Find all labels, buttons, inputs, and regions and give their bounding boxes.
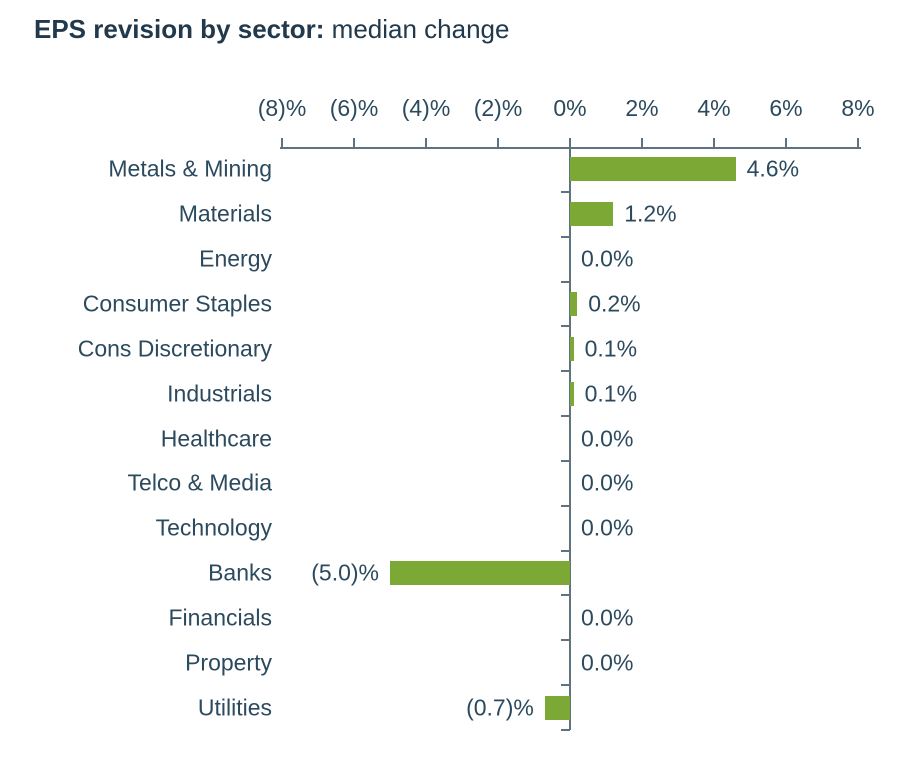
row-boundary-tick: [561, 325, 570, 328]
category-label: Utilities: [197, 694, 272, 721]
x-axis-tick: [497, 138, 499, 147]
value-label: 4.6%: [746, 155, 800, 182]
category-label: Industrials: [167, 380, 272, 407]
row-boundary-tick: [561, 190, 570, 193]
x-axis-tick-label: 4%: [697, 95, 731, 121]
x-axis-tick: [641, 138, 643, 147]
category-label: Materials: [178, 200, 272, 227]
x-axis-tick-label: (8)%: [257, 95, 307, 121]
row-boundary-tick: [561, 280, 570, 283]
category-label: Telco & Media: [127, 469, 272, 496]
x-axis-tick-label: 2%: [625, 95, 659, 121]
category-label: Cons Discretionary: [77, 335, 272, 362]
row-boundary-tick: [561, 594, 570, 597]
value-label: 0.2%: [588, 290, 641, 317]
row-boundary-tick: [561, 459, 570, 462]
bar: [570, 157, 736, 182]
bar: [390, 561, 570, 586]
x-axis-tick: [569, 138, 571, 147]
value-label: 0.0%: [581, 245, 634, 272]
row-boundary-tick: [561, 370, 570, 373]
x-axis-tick: [785, 138, 787, 147]
x-axis-tick: [857, 138, 859, 147]
x-axis-tick-label: 8%: [841, 95, 875, 121]
row-boundary-tick: [561, 235, 570, 238]
value-label: (5.0)%: [311, 559, 379, 586]
chart-title-bold: EPS revision by sector:: [34, 14, 325, 44]
x-axis-tick: [713, 138, 715, 147]
row-boundary-tick: [561, 684, 570, 687]
value-label: 1.2%: [624, 200, 677, 227]
category-label: Metals & Mining: [108, 155, 272, 182]
category-label: Financials: [168, 604, 272, 631]
x-axis-tick-label: 0%: [553, 95, 587, 121]
value-label: 0.0%: [581, 469, 634, 496]
x-axis-tick-label: (6)%: [329, 95, 379, 121]
chart-title-subtitle: median change: [324, 14, 510, 44]
value-label: 0.0%: [581, 514, 634, 541]
category-label: Banks: [208, 559, 272, 586]
bar: [570, 202, 614, 227]
value-label: 0.0%: [581, 649, 634, 676]
category-label: Consumer Staples: [82, 290, 272, 317]
bar: [570, 336, 574, 361]
value-label: 0.0%: [581, 604, 634, 631]
row-boundary-tick: [561, 504, 570, 507]
category-label: Technology: [155, 514, 272, 541]
x-axis-tick-label: (2)%: [473, 95, 523, 121]
category-label: Energy: [199, 245, 272, 272]
bar: [570, 381, 574, 406]
row-boundary-tick: [561, 729, 570, 731]
category-label: Healthcare: [160, 425, 272, 451]
x-axis-tick-label: (4)%: [401, 95, 451, 121]
x-axis-tick: [353, 138, 355, 147]
chart-title: EPS revision by sector: median change: [34, 14, 509, 45]
x-axis-tick-label: 6%: [769, 95, 803, 121]
x-axis-tick: [281, 138, 283, 147]
x-axis-tick: [425, 138, 427, 147]
row-boundary-tick: [561, 639, 570, 642]
category-label: Property: [185, 649, 272, 676]
value-label: 0.1%: [584, 380, 638, 407]
row-boundary-tick: [561, 549, 570, 552]
zero-axis-line: [569, 147, 571, 730]
value-label: (0.7)%: [466, 694, 534, 721]
row-boundary-tick: [561, 415, 570, 418]
value-label: 0.0%: [581, 425, 634, 451]
bar: [570, 291, 578, 316]
value-label: 0.1%: [584, 335, 638, 362]
bar: [544, 695, 570, 720]
